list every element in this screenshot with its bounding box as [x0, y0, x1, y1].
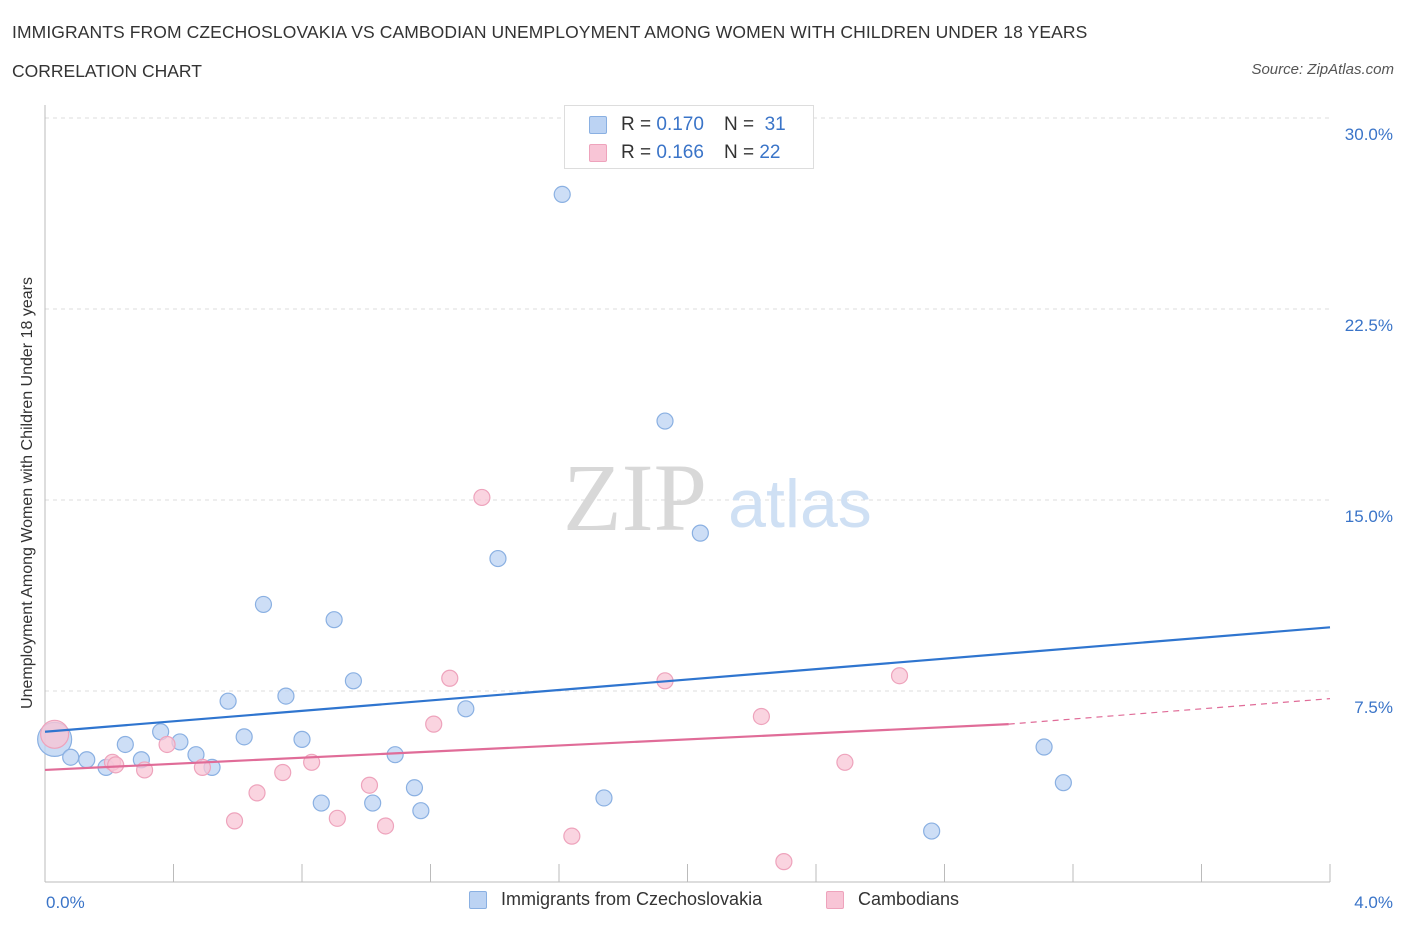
- cambodians-trend-line: [44, 723, 1009, 772]
- czechoslovakia-point: [325, 611, 343, 629]
- y-tick-label: 15.0%: [1345, 507, 1393, 526]
- czechoslovakia-point: [78, 751, 96, 769]
- chart-title: IMMIGRANTS FROM CZECHOSLOVAKIA VS CAMBOD…: [12, 22, 1088, 42]
- cambodians-point: [225, 812, 244, 830]
- czechoslovakia-point: [1054, 774, 1072, 792]
- czechoslovakia-point: [254, 595, 273, 614]
- watermark-zip: ZIP: [563, 444, 707, 551]
- czechoslovakia-point: [293, 730, 311, 748]
- x-tick-label: 4.0%: [1354, 893, 1393, 912]
- y-tick-label: 7.5%: [1354, 698, 1393, 717]
- bottom-legend-label: Immigrants from Czechoslovakia: [501, 889, 763, 909]
- czechoslovakia-point: [656, 412, 674, 430]
- legend-r-label: R =: [621, 114, 652, 135]
- cambodians-point: [107, 756, 125, 774]
- cambodians-point: [473, 488, 491, 507]
- legend-n-label: N =: [723, 142, 755, 163]
- legend-n-value: 22: [759, 142, 781, 163]
- legend-n-label: N =: [723, 114, 755, 135]
- cambodians-point: [40, 719, 70, 749]
- cambodians-point: [360, 776, 379, 794]
- legend-row-cambodians: R = 0.166 N = 22: [589, 139, 780, 167]
- czechoslovakia-point: [1035, 738, 1053, 756]
- chart-subtitle: CORRELATION CHART: [12, 61, 202, 81]
- cambodians-point: [425, 715, 443, 733]
- czechoslovakia-point: [277, 687, 295, 705]
- legend-r-label: R =: [621, 142, 652, 163]
- bottom-legend-cambodians: Cambodians: [826, 889, 959, 910]
- watermark-atlas: atlas: [728, 466, 872, 542]
- czechoslovakia-point: [116, 735, 134, 754]
- x-tick-label: 0.0%: [46, 893, 85, 912]
- y-tick-label: 30.0%: [1345, 125, 1393, 144]
- cambodians-point: [752, 707, 770, 726]
- cambodians-point: [441, 669, 459, 687]
- legend-swatch-blue: [589, 116, 607, 134]
- cambodians-point: [775, 853, 793, 871]
- legend-r-value: 0.166: [656, 142, 704, 163]
- czechoslovakia-point: [219, 692, 237, 710]
- czechoslovakia-point: [62, 748, 80, 766]
- bottom-legend-swatch-blue: [469, 890, 487, 909]
- y-tick-label: 22.5%: [1345, 316, 1393, 335]
- bottom-legend-swatch-pink: [826, 890, 844, 909]
- cambodians-point: [328, 809, 346, 827]
- czechoslovakia-point: [364, 794, 382, 812]
- bottom-legend-label: Cambodians: [858, 889, 960, 909]
- czechoslovakia-point: [553, 185, 571, 203]
- czechoslovakia-trend-line: [44, 626, 1331, 733]
- cambodians-point: [563, 827, 581, 845]
- source-label: Source: ZipAtlas.com: [1251, 61, 1394, 78]
- czechoslovakia-point: [457, 700, 475, 718]
- legend-n-value: 31: [764, 114, 786, 135]
- cambodians-point: [248, 784, 266, 802]
- legend-r-value: 0.170: [656, 114, 704, 135]
- correlation-legend: R = 0.170 N = 31 R = 0.166 N = 22: [564, 105, 814, 169]
- czechoslovakia-point: [235, 728, 253, 746]
- czechoslovakia-point: [405, 779, 424, 797]
- cambodians-point: [158, 735, 176, 754]
- cambodians-point: [836, 753, 854, 771]
- czechoslovakia-point: [595, 789, 613, 807]
- czechoslovakia-point: [691, 524, 709, 542]
- czechoslovakia-point: [344, 672, 362, 690]
- czechoslovakia-point: [923, 822, 941, 840]
- czechoslovakia-point: [312, 794, 330, 812]
- czechoslovakia-point: [489, 549, 507, 568]
- cambodians-point: [274, 763, 292, 782]
- cambodians-point: [376, 817, 395, 835]
- legend-swatch-pink: [589, 144, 607, 162]
- bottom-legend-czechoslovakia: Immigrants from Czechoslovakia: [469, 889, 762, 910]
- cambodians-trend-extension: [1008, 698, 1331, 725]
- czechoslovakia-point: [386, 746, 404, 764]
- czechoslovakia-point: [412, 802, 430, 820]
- cambodians-point: [890, 667, 909, 685]
- legend-row-czechoslovakia: R = 0.170 N = 31: [589, 111, 786, 139]
